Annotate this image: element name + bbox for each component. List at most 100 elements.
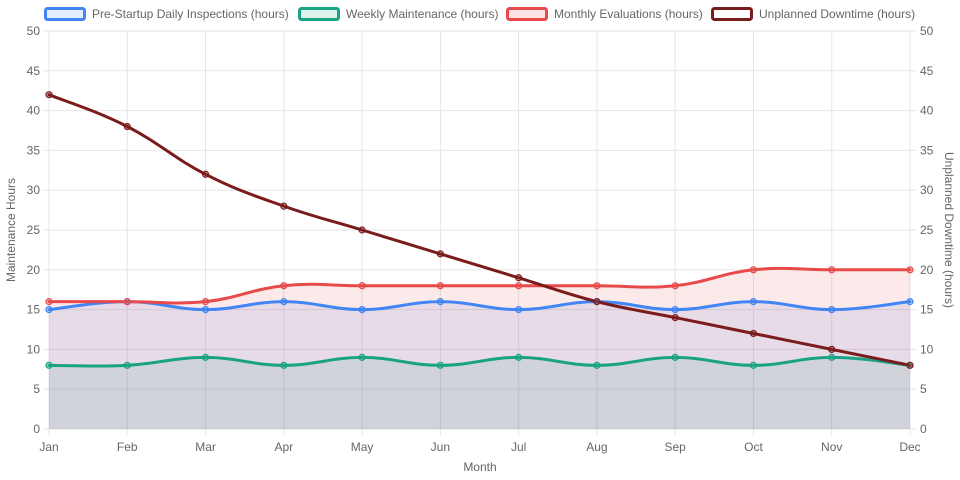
unplanned-downtime-point[interactable] xyxy=(436,250,444,258)
line-layer xyxy=(47,93,912,368)
point-layer xyxy=(45,91,914,369)
legend-swatch xyxy=(298,7,340,21)
y-tick-label: 50 xyxy=(27,24,41,38)
y2-tick-label: 45 xyxy=(920,64,934,78)
x-tick-label: Dec xyxy=(899,440,920,454)
y2-tick-label: 20 xyxy=(920,263,934,277)
fill-layer xyxy=(49,268,910,429)
weekly-maintenance-point[interactable] xyxy=(436,361,444,369)
unplanned-downtime-point[interactable] xyxy=(828,345,836,353)
weekly-maintenance-point[interactable] xyxy=(828,353,836,361)
weekly-maintenance-point[interactable] xyxy=(593,361,601,369)
unplanned-downtime-point[interactable] xyxy=(515,274,523,282)
legend-swatch xyxy=(711,7,753,21)
weekly-maintenance-point[interactable] xyxy=(515,353,523,361)
y2-axis-title: Unplanned Downtime (hours) xyxy=(942,152,956,308)
monthly-evaluations-point[interactable] xyxy=(201,298,210,306)
unplanned-downtime-point[interactable] xyxy=(123,122,131,131)
legend-item[interactable]: Pre-Startup Daily Inspections (hours) xyxy=(44,7,289,21)
weekly-maintenance-point[interactable] xyxy=(671,353,679,361)
unplanned-downtime-point[interactable] xyxy=(906,361,914,369)
x-tick-label: May xyxy=(351,440,374,454)
weekly-maintenance-point[interactable] xyxy=(45,361,53,369)
x-tick-label: Feb xyxy=(117,440,138,454)
pre-startup-daily-inspections-point[interactable] xyxy=(358,306,366,314)
legend-label: Pre-Startup Daily Inspections (hours) xyxy=(92,7,289,21)
legend: Pre-Startup Daily Inspections (hours) Wee… xyxy=(44,7,916,21)
unplanned-downtime-line[interactable] xyxy=(47,93,912,367)
legend-swatch xyxy=(506,7,548,21)
unplanned-downtime-point[interactable] xyxy=(201,170,210,178)
weekly-maintenance-line[interactable] xyxy=(47,355,912,368)
y-tick-label: 35 xyxy=(27,143,41,157)
monthly-evaluations-point[interactable] xyxy=(123,298,131,306)
y2-tick-label: 50 xyxy=(920,24,934,38)
x-tick-label: Mar xyxy=(195,440,216,454)
monthly-evaluations-point[interactable] xyxy=(515,282,523,290)
pre-startup-daily-inspections-point[interactable] xyxy=(515,306,523,314)
pre-startup-daily-inspections-area xyxy=(49,301,910,429)
y2-tick-label: 10 xyxy=(920,342,934,356)
pre-startup-daily-inspections-point[interactable] xyxy=(280,298,288,306)
monthly-evaluations-point[interactable] xyxy=(280,282,288,290)
monthly-evaluations-point[interactable] xyxy=(358,282,366,290)
unplanned-downtime-point[interactable] xyxy=(358,226,366,234)
legend-swatch xyxy=(44,7,86,21)
x-tick-label: Jul xyxy=(511,440,526,454)
y2-tick-label: 0 xyxy=(920,422,927,436)
y-tick-label: 45 xyxy=(27,64,41,78)
pre-startup-daily-inspections-point[interactable] xyxy=(828,306,836,314)
pre-startup-daily-inspections-line[interactable] xyxy=(47,300,912,312)
weekly-maintenance-area xyxy=(49,357,910,429)
x-axis-title: Month xyxy=(463,460,496,474)
y2-tick-label: 35 xyxy=(920,143,934,157)
legend-item[interactable]: Unplanned Downtime (hours) xyxy=(711,7,916,21)
monthly-evaluations-point[interactable] xyxy=(671,282,679,290)
y-tick-label: 25 xyxy=(27,223,41,237)
pre-startup-daily-inspections-point[interactable] xyxy=(906,298,914,306)
x-tick-label: Nov xyxy=(821,440,842,454)
pre-startup-daily-inspections-point[interactable] xyxy=(749,298,758,306)
x-tick-label: Sep xyxy=(665,440,687,454)
pre-startup-daily-inspections-point[interactable] xyxy=(436,298,444,306)
monthly-evaluations-point[interactable] xyxy=(436,282,444,290)
y2-tick-label: 40 xyxy=(920,104,934,118)
x-tick-label: Jun xyxy=(431,440,450,454)
legend-label: Monthly Evaluations (hours) xyxy=(554,7,703,21)
monthly-evaluations-point[interactable] xyxy=(45,298,53,306)
unplanned-downtime-point[interactable] xyxy=(280,202,288,210)
y2-tick-label: 5 xyxy=(920,382,927,396)
unplanned-downtime-point[interactable] xyxy=(593,298,601,306)
x-tick-label: Jan xyxy=(39,440,58,454)
pre-startup-daily-inspections-point[interactable] xyxy=(45,306,53,314)
y2-tick-label: 30 xyxy=(920,183,934,197)
weekly-maintenance-point[interactable] xyxy=(201,353,210,361)
y-axis-title: Maintenance Hours xyxy=(4,178,18,282)
unplanned-downtime-point[interactable] xyxy=(45,91,53,99)
monthly-evaluations-line[interactable] xyxy=(47,266,912,305)
weekly-maintenance-point[interactable] xyxy=(358,353,366,361)
monthly-evaluations-point[interactable] xyxy=(906,266,914,274)
y2-tick-label: 25 xyxy=(920,223,934,237)
unplanned-downtime-point[interactable] xyxy=(749,329,758,338)
y-tick-label: 15 xyxy=(27,303,41,317)
monthly-evaluations-point[interactable] xyxy=(828,266,836,274)
axis-layer: 0 0 5 5 10 10 15 15 20 20 25 25 30 30 35 35 40 40 45 45 50 50… xyxy=(27,24,934,454)
pre-startup-daily-inspections-point[interactable] xyxy=(201,306,210,314)
unplanned-downtime-point[interactable] xyxy=(671,313,679,322)
legend-item[interactable]: Monthly Evaluations (hours) xyxy=(506,7,703,21)
legend-item[interactable]: Weekly Maintenance (hours) xyxy=(298,7,499,21)
monthly-evaluations-point[interactable] xyxy=(749,266,758,274)
weekly-maintenance-point[interactable] xyxy=(280,361,288,369)
monthly-evaluations-point[interactable] xyxy=(593,282,601,290)
weekly-maintenance-point[interactable] xyxy=(123,361,131,369)
y2-tick-label: 15 xyxy=(920,303,934,317)
x-tick-label: Aug xyxy=(586,440,607,454)
y-tick-label: 20 xyxy=(27,263,41,277)
x-tick-label: Oct xyxy=(744,440,763,454)
pre-startup-daily-inspections-point[interactable] xyxy=(671,306,679,314)
legend-label: Weekly Maintenance (hours) xyxy=(346,7,499,21)
weekly-maintenance-point[interactable] xyxy=(749,361,758,369)
